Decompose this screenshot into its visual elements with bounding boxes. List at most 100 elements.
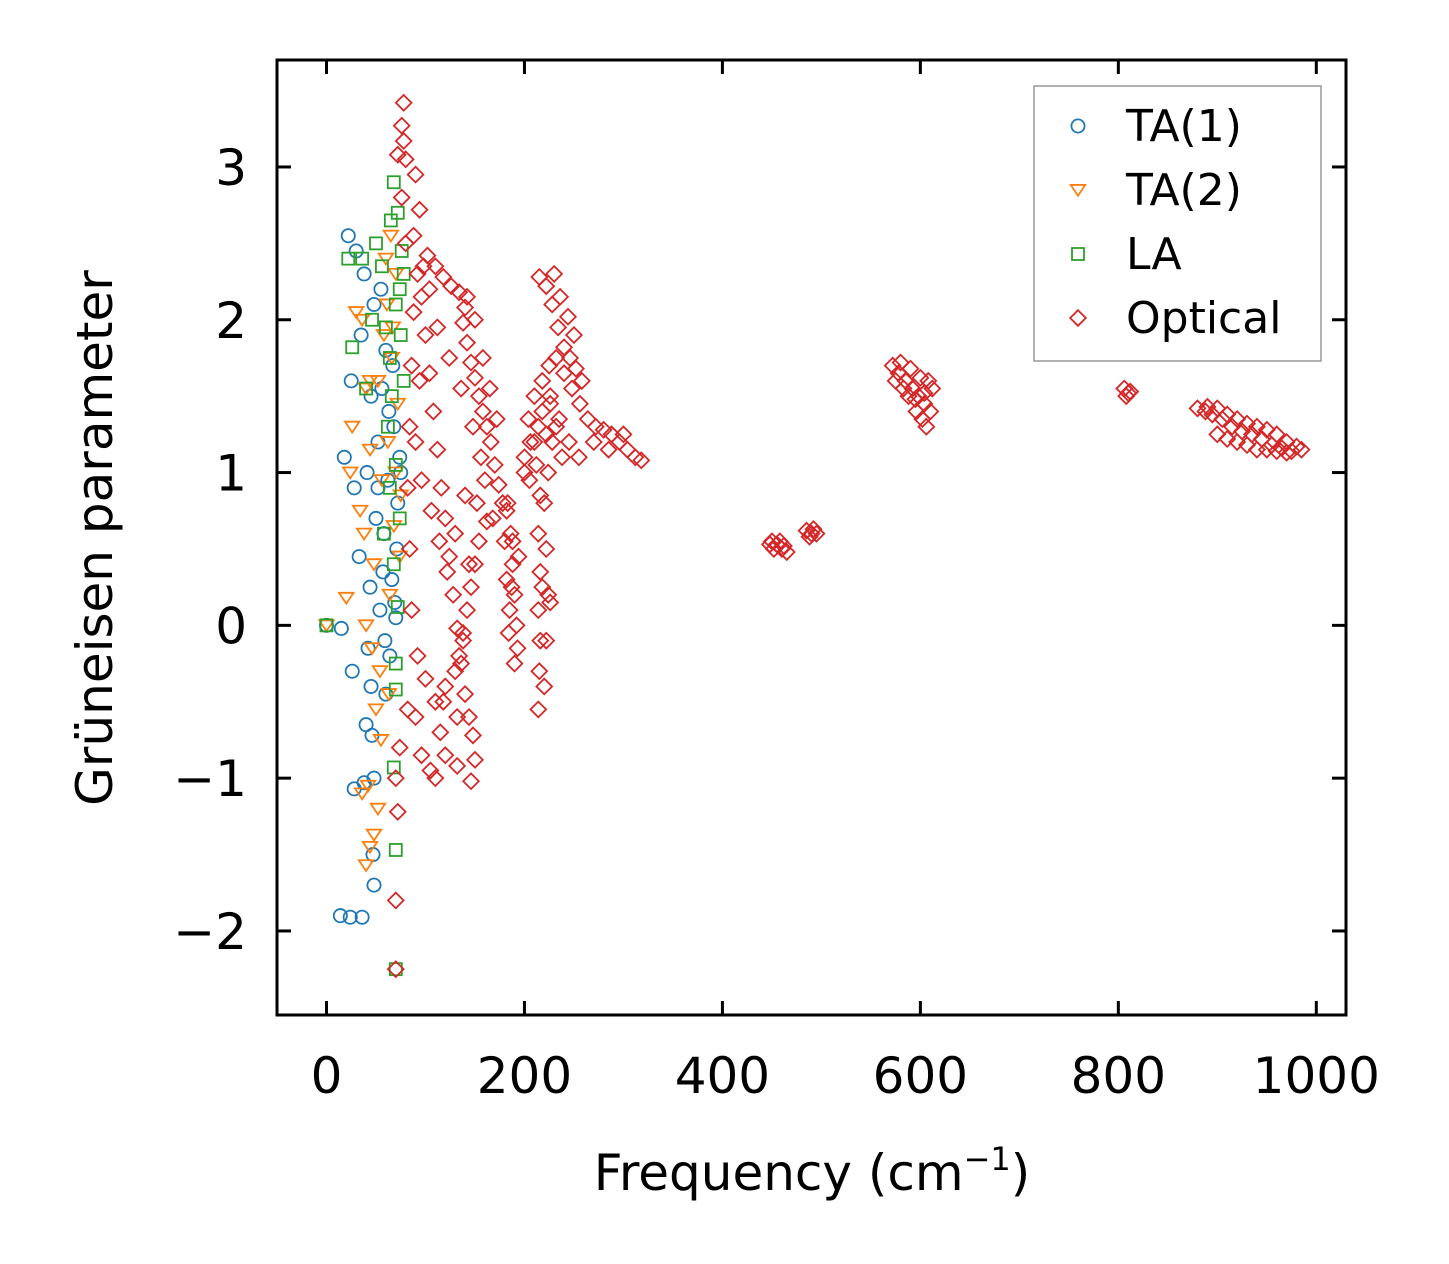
data-point: [505, 585, 524, 604]
data-point: [438, 562, 457, 581]
data-point: [899, 387, 918, 406]
data-point: [372, 734, 390, 748]
data-point: [442, 277, 461, 296]
data-point: [317, 619, 336, 633]
data-point: [489, 475, 508, 494]
data-point: [558, 307, 578, 326]
data-point: [446, 524, 465, 543]
data-point: [519, 410, 538, 429]
data-point: [480, 379, 499, 398]
data-point: [337, 591, 356, 606]
legend-label: TA(2): [1125, 165, 1242, 216]
data-point: [533, 402, 552, 421]
data-point: [402, 356, 421, 375]
data-point: [537, 631, 556, 650]
y-axis-label: Grüneisen parameter: [66, 270, 124, 806]
data-point: [420, 364, 439, 383]
legend-entry: LA: [1071, 229, 1182, 280]
x-tick-label: 600: [873, 1047, 968, 1105]
data-point: [440, 348, 459, 368]
data-point: [452, 379, 471, 398]
data-point: [907, 402, 926, 421]
data-point: [1257, 420, 1276, 439]
legend-label: TA(1): [1125, 101, 1242, 152]
data-point: [444, 585, 463, 604]
data-point: [361, 443, 379, 458]
data-point: [465, 555, 485, 574]
data-point: [428, 440, 447, 459]
data-point: [366, 296, 382, 312]
y-tick-label: −1: [173, 750, 247, 808]
data-point: [396, 150, 415, 169]
data-point: [430, 532, 449, 551]
data-point: [375, 259, 389, 274]
data-point: [384, 389, 399, 404]
data-point: [332, 908, 348, 924]
data-point: [412, 471, 431, 490]
data-point: [531, 562, 550, 581]
axis-ticks: [277, 60, 1346, 1015]
data-point: [380, 588, 399, 603]
data-point: [365, 828, 383, 843]
data-point: [537, 277, 556, 296]
data-point: [393, 328, 408, 342]
data-point: [375, 329, 393, 343]
data-point: [566, 359, 585, 378]
data-point: [406, 707, 425, 727]
data-point: [379, 688, 398, 702]
data-point: [455, 486, 475, 505]
data-point: [389, 541, 405, 557]
data-point: [1228, 432, 1247, 452]
data-point: [432, 478, 451, 497]
data-point: [380, 419, 395, 434]
data-point: [450, 646, 469, 665]
data-point: [473, 402, 492, 421]
data-point: [426, 769, 445, 788]
data-point: [365, 558, 383, 572]
data-point: [1218, 429, 1237, 449]
data-point: [457, 333, 477, 352]
data-point: [804, 520, 823, 539]
data-point: [454, 631, 473, 650]
data-point: [551, 287, 570, 306]
data-point: [357, 619, 375, 633]
data-point: [377, 633, 393, 649]
x-axis-label: Frequency (cm−1): [594, 1140, 1031, 1202]
data-point: [388, 962, 403, 977]
data-point: [398, 700, 417, 719]
data-point: [351, 549, 367, 565]
data-point: [385, 358, 401, 374]
data-point: [371, 665, 389, 679]
data-point: [584, 432, 603, 452]
data-point: [375, 564, 391, 580]
data-point: [342, 909, 358, 925]
data-point: [380, 472, 396, 488]
data-point: [1208, 425, 1227, 444]
data-point: [347, 306, 366, 320]
data-point: [357, 382, 375, 396]
data-point: [387, 594, 403, 610]
data-point: [543, 295, 562, 314]
data-point: [406, 165, 425, 184]
data-point: [883, 356, 902, 375]
data-point: [923, 379, 942, 398]
data-point: [448, 619, 467, 638]
legend-label: LA: [1126, 229, 1182, 280]
data-point: [436, 746, 455, 765]
data-point: [422, 501, 441, 520]
data-point: [412, 287, 431, 306]
data-point: [343, 420, 362, 435]
data-point: [467, 494, 487, 513]
data-point: [917, 417, 936, 436]
data-point: [463, 417, 483, 436]
data-point: [1237, 435, 1257, 455]
data-point: [428, 318, 447, 337]
data-point: [485, 455, 504, 474]
data-point: [398, 478, 417, 497]
data-point: [535, 494, 554, 513]
data-point: [509, 547, 528, 566]
data-point: [599, 440, 618, 459]
x-tick-label: 400: [675, 1047, 770, 1105]
data-point: [390, 738, 409, 757]
data-point: [497, 570, 516, 589]
